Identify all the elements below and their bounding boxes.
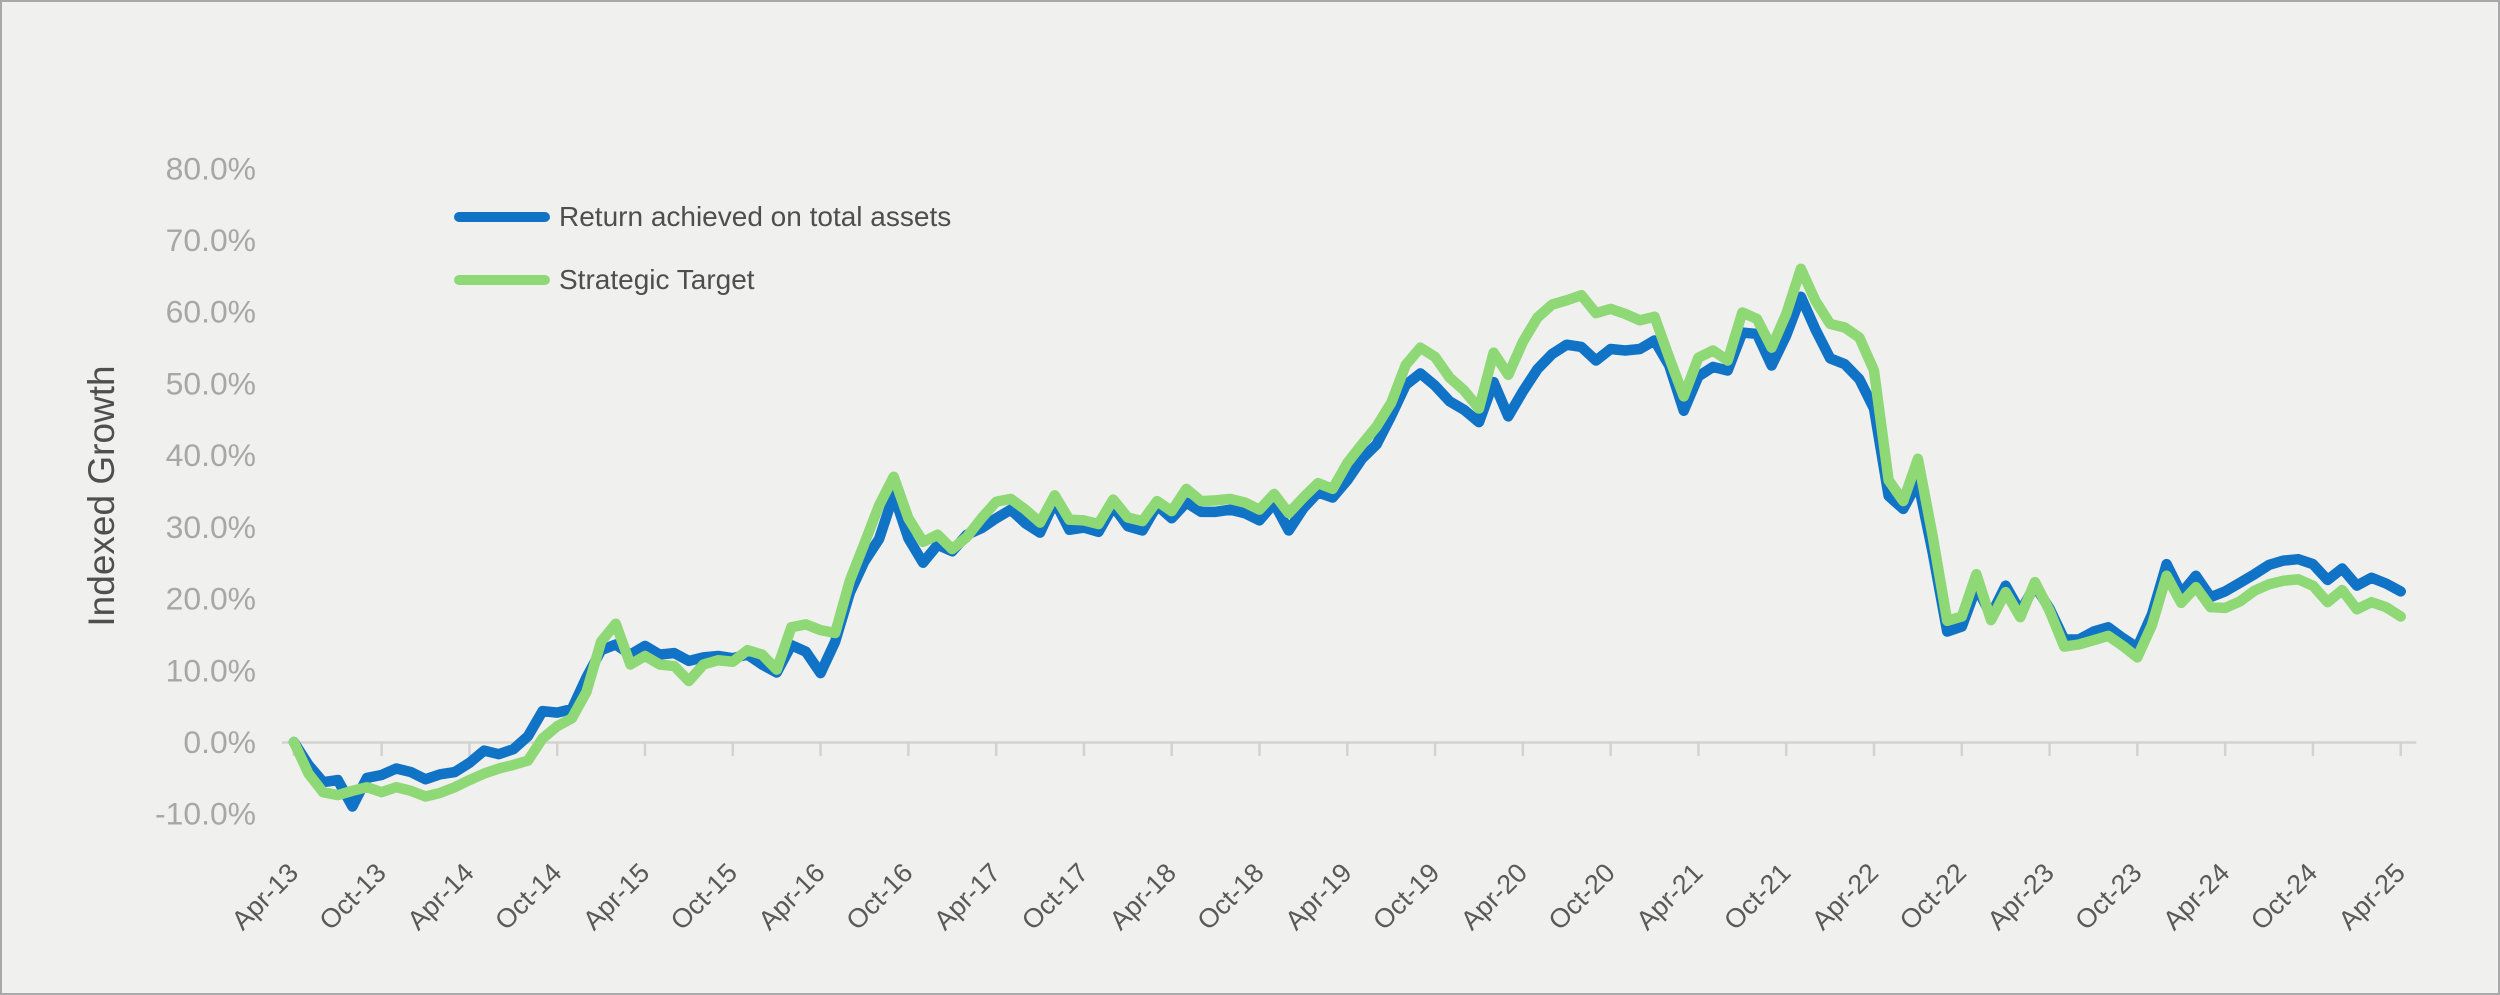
x-tick-label: Apr-22 [1806,858,1884,936]
series-line-strategic-target [288,263,2406,802]
x-tick-label: Apr-19 [1279,858,1357,936]
legend-label-return-achieved: Return achieved on total assets [559,200,952,232]
x-tick-label: Apr-13 [226,858,304,936]
x-tick-label: Apr-17 [928,858,1006,936]
x-tick-label: Apr-23 [1982,858,2060,936]
y-tick-label: 50.0% [166,365,256,401]
x-tick-label: Oct-24 [2245,857,2323,935]
x-tick-label: Oct-19 [1367,858,1445,936]
x-tick-label: Oct-21 [1718,858,1796,936]
x-tick-label: Apr-15 [577,858,655,936]
x-tick-label: Oct-15 [665,858,743,936]
y-tick-label: 0.0% [183,724,256,760]
x-tick-label: Oct-18 [1191,858,1269,936]
x-tick-label: Apr-24 [2157,857,2235,935]
x-tick-label: Oct-16 [840,858,918,936]
series-line-return-achieved [288,291,2406,812]
legend-line-swatch-green-icon [454,274,550,285]
legend: Return achieved on total assets Strategi… [454,185,951,311]
x-axis-ticks [292,742,2402,756]
y-tick-label: 70.0% [166,222,256,258]
y-tick-label: -10.0% [155,796,256,832]
x-tick-label: Apr-20 [1455,858,1533,936]
legend-item-strategic-target: Strategic Target [454,248,951,311]
y-tick-label: 30.0% [166,509,256,545]
x-tick-label: Apr-21 [1630,858,1708,936]
legend-item-return-achieved: Return achieved on total assets [454,185,951,248]
y-tick-label: 10.0% [166,652,256,688]
x-tick-label: Oct-17 [1016,858,1094,936]
x-tick-label: Apr-14 [401,857,479,935]
x-tick-label: Oct-22 [1894,858,1972,936]
y-axis-title: Indexed Growth [81,365,122,627]
x-tick-label: Oct-20 [1543,858,1621,936]
x-tick-label: Apr-25 [2333,858,2411,936]
legend-line-swatch-blue-icon [454,211,550,222]
y-tick-label: 40.0% [166,437,256,473]
x-axis-labels: Apr-13 Oct-13 Apr-14 Oct-14 Apr-15 Oct-15 Apr-… [226,857,2411,935]
x-tick-label: Oct-13 [314,858,392,936]
y-tick-label: 60.0% [166,294,256,330]
legend-label-strategic-target: Strategic Target [559,263,755,295]
x-tick-label: Apr-18 [1104,858,1182,936]
y-axis-labels: 80.0% 70.0% 60.0% 50.0% 40.0% 30.0% 20.0% 10.0%… [155,150,256,831]
x-tick-label: Oct-14 [489,857,567,935]
x-tick-label: Oct-23 [2069,858,2147,936]
y-tick-label: 20.0% [166,581,256,617]
x-tick-label: Apr-16 [752,858,830,936]
y-tick-label: 80.0% [166,150,256,186]
